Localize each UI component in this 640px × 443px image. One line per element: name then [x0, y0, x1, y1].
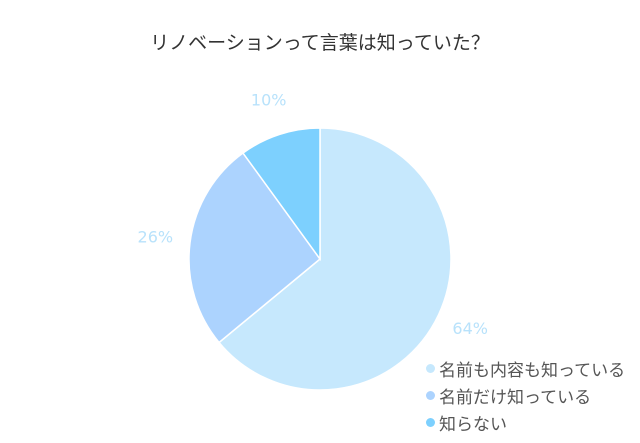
legend-marker — [426, 364, 435, 373]
data-label-unknown: 10% — [251, 91, 287, 110]
legend-item-unknown: 知らない — [426, 409, 625, 436]
legend-label: 知らない — [439, 415, 507, 435]
legend-marker — [426, 418, 435, 427]
chart-title: リノベーションって言葉は知っていた？ — [150, 32, 490, 54]
legend-label: 名前も内容も知っている — [439, 361, 626, 381]
data-label-both: 64% — [452, 319, 488, 338]
pie-slice-unknown — [241, 127, 321, 262]
legend: 名前も内容も知っている 名前だけ知っている 知らない — [426, 355, 625, 436]
legend-marker — [426, 391, 435, 400]
legend-label: 名前だけ知っている — [439, 388, 592, 408]
pie-slice-name-only — [188, 151, 322, 344]
data-label-name-only: 26% — [138, 228, 174, 247]
legend-item-name-only: 名前だけ知っている — [426, 382, 625, 409]
legend-item-both: 名前も内容も知っている — [426, 355, 625, 382]
pie-slice-both — [218, 127, 452, 391]
